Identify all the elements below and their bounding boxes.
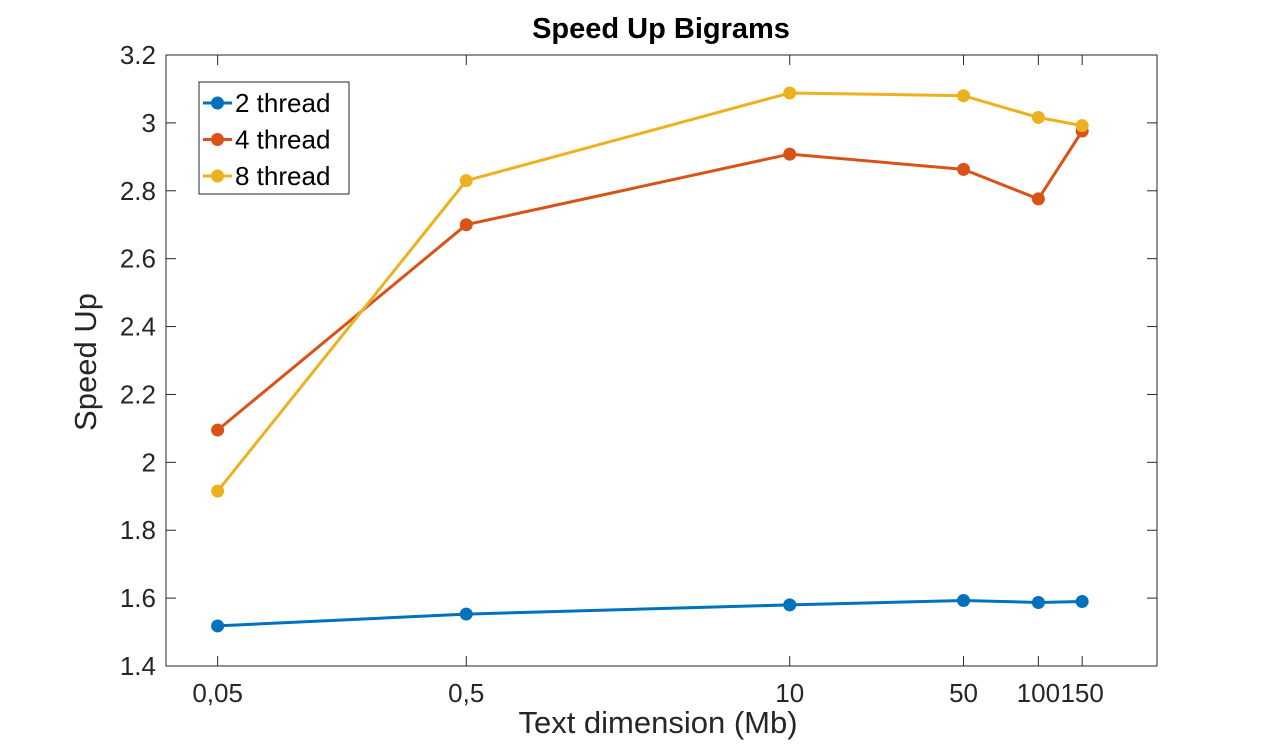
y-tick-label: 2.8 bbox=[120, 176, 156, 206]
data-point-2-thread bbox=[211, 619, 225, 633]
legend: 2 thread 4 thread 8 thread bbox=[198, 81, 350, 195]
y-tick-label: 3.2 bbox=[120, 40, 156, 70]
x-tick-label: 0,5 bbox=[448, 678, 484, 708]
series-line-4-thread bbox=[216, 130, 1084, 432]
y-tick-label: 2.6 bbox=[120, 244, 156, 274]
data-point-4-thread bbox=[1031, 192, 1045, 206]
y-tick-label: 3 bbox=[142, 108, 156, 138]
series-line-2-thread bbox=[217, 598, 1083, 628]
y-tick-label: 1.4 bbox=[120, 651, 156, 681]
data-point-4-thread bbox=[459, 218, 473, 232]
x-tick-label: 0,05 bbox=[192, 678, 243, 708]
x-axis-label: Text dimension (Mb) bbox=[518, 705, 797, 740]
data-point-2-thread bbox=[1075, 595, 1089, 609]
chart-title: Speed Up Bigrams bbox=[532, 13, 790, 45]
legend-label-2-thread: 2 thread bbox=[235, 88, 330, 118]
y-tick-label: 1.6 bbox=[120, 583, 156, 613]
y-tick-label: 2.2 bbox=[120, 379, 156, 409]
data-point-2-thread bbox=[783, 598, 797, 612]
y-tick-label: 2 bbox=[142, 447, 156, 477]
x-tick-label: 50 bbox=[949, 678, 978, 708]
x-tick-label: 10 bbox=[775, 678, 804, 708]
data-point-8-thread bbox=[957, 89, 971, 103]
series-line-8-thread bbox=[216, 91, 1083, 493]
x-tick-label: 150 bbox=[1060, 678, 1103, 708]
legend-label-8-thread: 8 thread bbox=[235, 161, 330, 191]
series-layer bbox=[211, 86, 1089, 633]
legend-marker-8-thread bbox=[211, 169, 224, 183]
data-point-8-thread bbox=[1031, 110, 1045, 124]
data-point-8-thread bbox=[783, 86, 797, 100]
data-point-2-thread bbox=[459, 607, 473, 621]
y-tick-label: 2.4 bbox=[120, 312, 156, 342]
legend-label-4-thread: 4 thread bbox=[235, 125, 330, 155]
x-tick-label: 100 bbox=[1017, 678, 1060, 708]
data-point-2-thread bbox=[1031, 596, 1045, 610]
data-point-4-thread bbox=[783, 147, 797, 161]
legend-marker-4-thread bbox=[211, 133, 224, 146]
plot-area-frame bbox=[165, 54, 1158, 667]
y-axis-label: Speed Up bbox=[68, 293, 103, 431]
data-point-4-thread bbox=[957, 162, 971, 176]
data-point-4-thread bbox=[211, 423, 225, 437]
data-point-2-thread bbox=[957, 593, 971, 607]
y-tick-label: 1.8 bbox=[120, 515, 156, 545]
y-axis-ticks: 1.4 1.6 1.8 2 2.2 2.4 2.6 2.8 3 3.2 bbox=[120, 40, 1157, 681]
legend-marker-2-thread bbox=[211, 96, 224, 110]
data-point-8-thread bbox=[1075, 119, 1089, 133]
data-point-8-thread bbox=[211, 484, 225, 498]
x-axis-ticks: 0,05 0,5 10 50 100 150 bbox=[192, 55, 1104, 708]
data-point-8-thread bbox=[459, 174, 473, 188]
